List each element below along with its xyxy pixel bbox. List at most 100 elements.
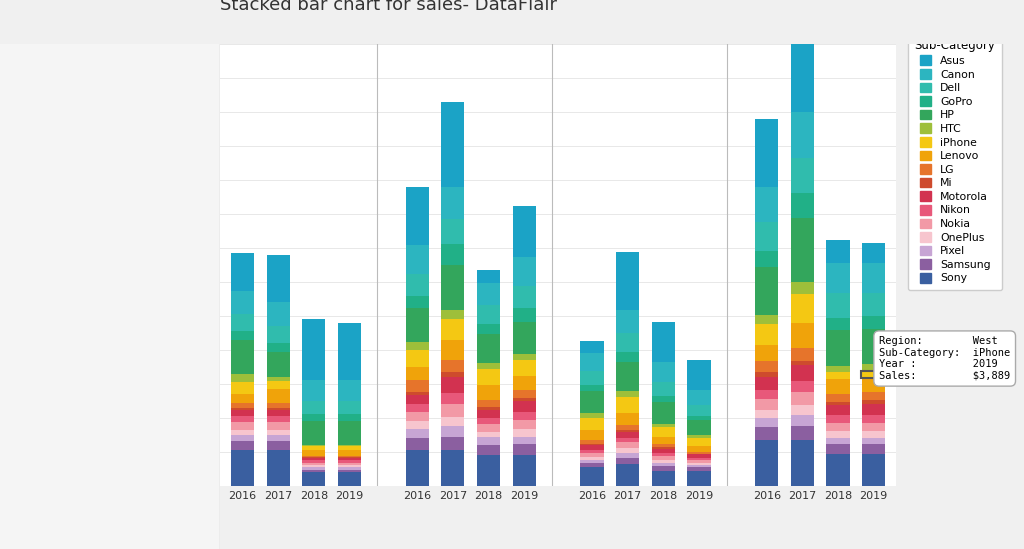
Bar — [616, 413, 639, 425]
Bar — [441, 187, 465, 219]
Bar — [791, 361, 814, 365]
Bar — [755, 399, 778, 410]
Bar — [513, 376, 536, 390]
Bar — [338, 456, 361, 457]
Bar — [581, 467, 603, 486]
Bar — [616, 432, 639, 438]
Bar — [406, 421, 429, 429]
Bar — [266, 410, 290, 416]
Bar — [406, 380, 429, 392]
Bar — [302, 467, 326, 470]
Bar — [302, 319, 326, 380]
Bar — [406, 308, 429, 342]
Bar — [826, 239, 850, 264]
Bar — [791, 218, 814, 283]
Bar — [616, 430, 639, 432]
Bar — [266, 302, 290, 326]
Bar — [826, 330, 850, 366]
Bar — [230, 315, 254, 332]
Bar — [826, 318, 850, 330]
Bar — [230, 253, 254, 290]
Bar — [651, 424, 675, 427]
Bar — [266, 402, 290, 408]
Bar — [302, 457, 326, 458]
Bar — [302, 461, 326, 463]
Bar — [791, 193, 814, 218]
Bar — [477, 324, 500, 334]
Bar — [338, 467, 361, 470]
Bar — [302, 458, 326, 461]
Bar — [302, 456, 326, 457]
Bar — [513, 455, 536, 486]
Bar — [755, 361, 778, 372]
Bar — [230, 416, 254, 422]
Bar — [791, 112, 814, 158]
Bar — [581, 371, 603, 385]
Bar — [862, 404, 886, 415]
Bar — [266, 416, 290, 422]
Bar — [687, 405, 711, 416]
Bar — [477, 432, 500, 438]
Legend: Asus, Canon, Dell, GoPro, HP, HTC, iPhone, Lenovo, LG, Mi, Motorola, Nikon, Noki: Asus, Canon, Dell, GoPro, HP, HTC, iPhon… — [908, 33, 1002, 290]
Text: West: West — [806, 3, 835, 16]
Bar — [862, 393, 886, 400]
Bar — [791, 348, 814, 361]
Bar — [616, 352, 639, 362]
Bar — [441, 102, 465, 187]
Bar — [477, 385, 500, 400]
Bar — [406, 450, 429, 486]
Bar — [791, 382, 814, 393]
Bar — [477, 418, 500, 424]
Bar — [338, 457, 361, 458]
Bar — [755, 345, 778, 361]
Bar — [477, 305, 500, 324]
Bar — [651, 444, 675, 447]
Bar — [687, 457, 711, 460]
Bar — [406, 412, 429, 421]
Bar — [406, 296, 429, 308]
Bar — [755, 267, 778, 315]
Bar — [651, 427, 675, 436]
Bar — [826, 264, 850, 293]
Bar — [338, 322, 361, 380]
Bar — [338, 445, 361, 446]
Bar — [513, 308, 536, 322]
Bar — [791, 283, 814, 294]
Bar — [302, 466, 326, 467]
Bar — [406, 395, 429, 405]
Bar — [651, 470, 675, 486]
Bar — [826, 379, 850, 394]
Bar — [862, 432, 886, 438]
Bar — [826, 402, 850, 405]
Bar — [755, 119, 778, 187]
Bar — [266, 408, 290, 410]
Bar — [441, 219, 465, 244]
Bar — [406, 245, 429, 274]
Bar — [338, 401, 361, 414]
Bar — [406, 367, 429, 380]
Bar — [581, 353, 603, 371]
Bar — [441, 319, 465, 340]
Bar — [513, 206, 536, 257]
Bar — [338, 446, 361, 450]
Bar — [230, 374, 254, 382]
Bar — [826, 415, 850, 423]
Bar — [406, 187, 429, 245]
Bar — [406, 405, 429, 412]
Bar — [755, 418, 778, 427]
Bar — [581, 391, 603, 413]
Bar — [477, 334, 500, 363]
Bar — [477, 445, 500, 455]
Bar — [687, 454, 711, 455]
Bar — [230, 382, 254, 394]
Bar — [826, 432, 850, 438]
Bar — [302, 470, 326, 472]
Bar — [755, 222, 778, 251]
Bar — [230, 430, 254, 435]
Bar — [791, 158, 814, 193]
Bar — [862, 371, 886, 377]
Bar — [862, 444, 886, 453]
Bar — [616, 458, 639, 464]
Bar — [513, 444, 536, 455]
Bar — [651, 362, 675, 382]
